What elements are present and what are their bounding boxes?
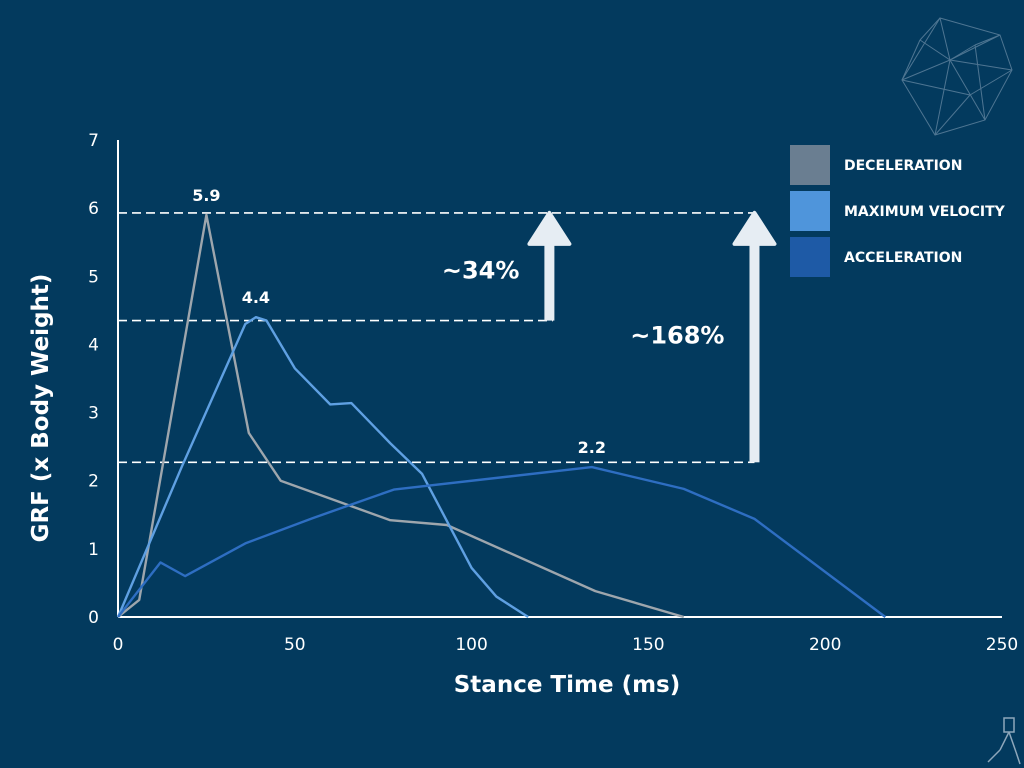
series-line-acceleration — [117, 465, 887, 618]
series-lines — [116, 213, 887, 619]
legend: DECELERATION MAXIMUM VELOCITY ACCELERATION — [790, 145, 1006, 277]
y-tick-labels: 0 1 2 3 4 5 6 7 — [88, 131, 99, 628]
y-tick-label: 4 — [88, 335, 99, 355]
y-axis-label: GRF (x Body Weight) — [28, 274, 54, 543]
logo-icon — [987, 717, 1021, 765]
legend-swatch — [790, 145, 830, 185]
series-line-deceleration — [117, 213, 685, 619]
legend-label: DECELERATION — [844, 158, 962, 174]
y-tick-label: 2 — [88, 472, 99, 492]
peak-labels: 5.9 4.4 2.2 — [192, 186, 606, 457]
arrow-shaft — [544, 230, 555, 321]
legend-label: MAXIMUM VELOCITY — [844, 204, 1006, 220]
x-tick-label: 50 — [284, 635, 306, 655]
y-tick-label: 3 — [88, 404, 99, 424]
y-tick-label: 5 — [88, 267, 99, 287]
arrow-head — [732, 210, 777, 246]
legend-label: ACCELERATION — [844, 250, 962, 266]
arrow-head — [527, 210, 572, 246]
x-axis-label: Stance Time (ms) — [454, 672, 681, 698]
percent-increase-label: ~168% — [630, 322, 724, 350]
reference-lines — [118, 212, 755, 464]
y-tick-label: 1 — [88, 540, 99, 560]
x-tick-labels: 0 50 100 150 200 250 — [113, 635, 1019, 655]
peak-value-label: 5.9 — [192, 186, 220, 205]
y-tick-label: 6 — [88, 199, 99, 219]
x-tick-label: 200 — [809, 635, 841, 655]
legend-swatch — [790, 237, 830, 277]
x-tick-label: 250 — [986, 635, 1018, 655]
y-tick-label: 0 — [88, 608, 99, 628]
arrow-shaft — [749, 230, 760, 463]
legend-swatch — [790, 191, 830, 231]
y-tick-label: 7 — [88, 131, 99, 151]
series-line-maximum-velocity — [116, 315, 529, 619]
increase-arrows: ~34% ~168% — [442, 210, 777, 463]
x-tick-label: 150 — [632, 635, 664, 655]
percent-increase-label: ~34% — [442, 257, 520, 285]
peak-value-label: 2.2 — [578, 438, 606, 457]
x-tick-label: 0 — [113, 635, 124, 655]
peak-value-label: 4.4 — [242, 288, 270, 307]
decorative-mesh-graphic — [901, 17, 1013, 136]
x-tick-label: 100 — [455, 635, 487, 655]
